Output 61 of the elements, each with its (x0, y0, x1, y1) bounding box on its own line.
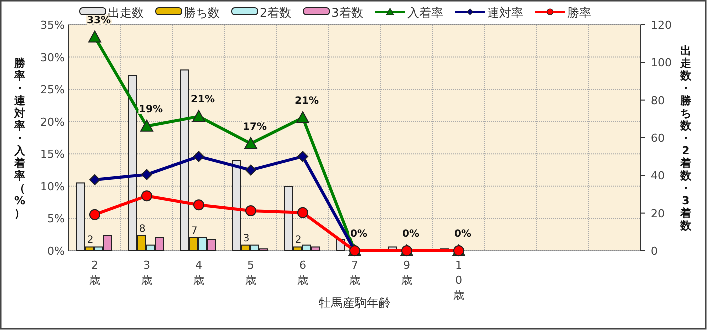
x-tick-label: 3歳 (142, 259, 152, 287)
point (296, 111, 310, 124)
data-label: 21% (191, 94, 215, 106)
y2-tick-label: 40 (651, 170, 665, 183)
point (194, 200, 204, 211)
legend-label: 入着率 (407, 6, 444, 20)
x-tick-label: 4歳 (194, 259, 204, 287)
point (88, 30, 102, 43)
data-label: 2 (87, 235, 94, 246)
x-tick-label: 6歳 (298, 259, 308, 287)
point (142, 190, 152, 202)
legend-label: 勝ち数 (184, 6, 220, 20)
point (298, 151, 308, 162)
point (246, 164, 256, 176)
point (246, 205, 256, 216)
data-label: 21% (295, 96, 319, 107)
point (140, 120, 154, 132)
legend-label: 連対率 (487, 6, 524, 20)
x-tick-label: 2歳 (90, 259, 100, 287)
point (90, 209, 100, 220)
point (298, 207, 308, 218)
y2-tick-label: 100 (651, 56, 672, 70)
data-label: 19% (139, 104, 163, 116)
y-tick-label: 5% (48, 212, 65, 226)
x-axis-title: 牡馬産駒年齢 (319, 296, 391, 310)
y2-tick-label: 80 (651, 94, 665, 108)
text: 勝率・連対率・入着率（%） (14, 56, 26, 220)
x-tick-label: 7歳 (350, 259, 360, 287)
point (192, 110, 206, 122)
data-label: 2 (295, 235, 302, 246)
y-tick-label: 20% (40, 116, 65, 129)
y-tick-label: 25% (40, 84, 65, 97)
legend-label: 2着数 (260, 6, 292, 20)
legend-label: 3着数 (332, 6, 364, 20)
data-label: 0% (454, 229, 472, 240)
data-label: 0% (350, 229, 368, 240)
y-tick-label: 0% (48, 245, 65, 258)
data-label: 8 (139, 224, 146, 235)
y2-tick-label: 20 (651, 207, 665, 220)
data-label: 17% (243, 122, 267, 133)
point (244, 137, 258, 150)
point (142, 169, 152, 180)
data-label: 7 (191, 226, 198, 237)
legend-label: 勝率 (567, 6, 592, 20)
x-tick-label: 5歳 (246, 259, 256, 287)
data-label: 0% (402, 229, 420, 240)
x-tick-label: 10歳 (454, 259, 464, 302)
x-tick-label: 9歳 (402, 259, 412, 287)
legend-label: 出走数 (108, 6, 144, 20)
y2-tick-label: 0 (651, 245, 658, 258)
point (194, 151, 204, 162)
y2-tick-label: 120 (651, 19, 672, 32)
y2-tick-label: 60 (651, 132, 665, 145)
y-tick-label: 35% (40, 19, 65, 32)
text: 出走数・勝ち数・2着数・3着数 (680, 44, 692, 232)
y-tick-label: 10% (40, 180, 65, 194)
point (90, 174, 100, 186)
y-tick-label: 15% (40, 148, 65, 162)
data-label: 3 (243, 233, 250, 244)
data-label: 33% (87, 15, 111, 26)
y-tick-label: 30% (40, 51, 65, 64)
